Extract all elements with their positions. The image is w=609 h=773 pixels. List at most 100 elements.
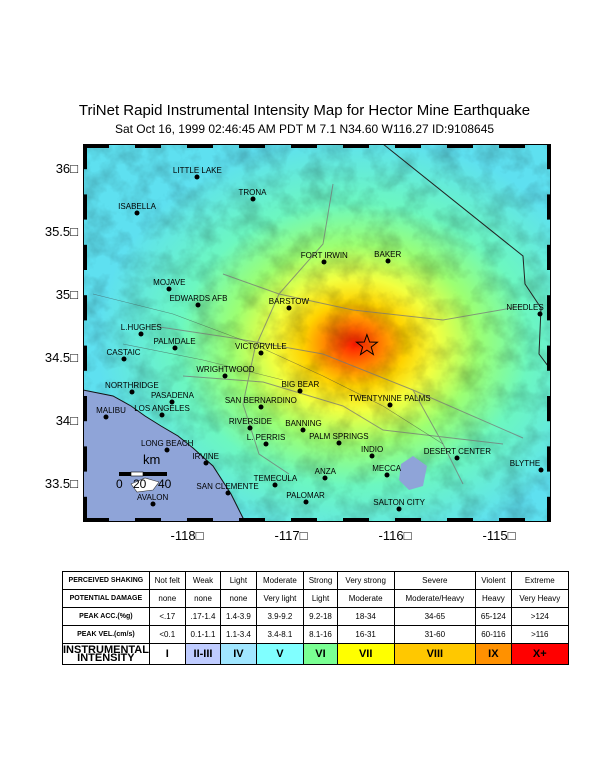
city-label: NEEDLES <box>506 303 544 313</box>
city-label: L. PERRIS <box>246 432 286 442</box>
frame-tick <box>187 144 213 148</box>
city-marker[interactable] <box>454 455 460 461</box>
city-marker[interactable] <box>166 286 172 292</box>
frame-tick <box>547 194 551 220</box>
city-marker[interactable] <box>172 345 178 351</box>
city-label: VICTORVILLE <box>234 342 287 352</box>
city-label: INDIO <box>360 445 384 455</box>
city-marker[interactable] <box>195 302 201 308</box>
legend-row: PEAK ACC.(%g) <.17.17-1.4 1.4-3.9 3.9-9.2 9.… <box>62 607 570 626</box>
intensity-map[interactable]: LITTLE LAKE TRONA ISABELLA BAKER FORT IRWIN M… <box>83 144 551 522</box>
legend-cell: 1.1-3.4 <box>220 625 257 644</box>
city-marker[interactable] <box>164 447 170 453</box>
city-marker[interactable] <box>263 441 269 447</box>
city-label: WRIGHTWOOD <box>196 364 255 374</box>
map-canvas <box>83 144 551 522</box>
event-subtitle: Sat Oct 16, 1999 02:46:45 AM PDT M 7.1 N… <box>114 122 495 136</box>
city-marker[interactable] <box>322 475 328 481</box>
city-marker[interactable] <box>297 388 303 394</box>
longitude-tick-label: -115□ <box>482 528 516 543</box>
city-marker[interactable] <box>150 501 156 507</box>
intensity-swatch: X+ <box>510 643 570 665</box>
frame-tick <box>83 244 87 270</box>
faults <box>92 293 444 445</box>
city-label: IRVINE <box>192 451 219 461</box>
city-marker[interactable] <box>194 174 200 180</box>
city-marker[interactable] <box>222 373 228 379</box>
frame-tick <box>187 518 213 522</box>
city-marker[interactable] <box>250 196 256 202</box>
scale-bar <box>119 471 167 477</box>
city-label: LITTLE LAKE <box>172 165 222 175</box>
city-marker[interactable] <box>134 210 140 216</box>
city-marker[interactable] <box>369 453 375 459</box>
city-marker[interactable] <box>538 467 544 473</box>
frame-tick <box>135 144 161 148</box>
city-marker[interactable] <box>258 404 264 410</box>
intensity-swatch: IX <box>475 643 512 665</box>
city-marker[interactable] <box>300 427 306 433</box>
frame-tick <box>83 144 109 148</box>
legend-row-header: PERCEIVED SHAKING <box>62 571 150 590</box>
map-title: TriNet Rapid Instrumental Intensity Map … <box>78 102 531 119</box>
frame-tick <box>83 194 87 220</box>
legend-cell: <.17 <box>148 607 186 626</box>
latitude-tick-label: 34□ <box>55 413 78 429</box>
city-marker[interactable] <box>258 350 264 356</box>
intensity-swatch: VII <box>336 643 395 665</box>
epicenter-star[interactable] <box>355 333 379 356</box>
city-marker[interactable] <box>203 460 209 466</box>
city-label: ANZA <box>314 466 336 476</box>
frame-tick <box>83 496 87 522</box>
city-marker[interactable] <box>336 440 342 446</box>
intensity-swatch: VI <box>303 643 338 665</box>
legend-row: PERCEIVED SHAKING Not felt Weak Light Modera… <box>62 571 570 590</box>
city-marker[interactable] <box>303 499 309 505</box>
intensity-swatch: I <box>148 643 186 665</box>
city-label: NORTHRIDGE <box>105 381 159 391</box>
legend-cell: 18-34 <box>336 607 395 626</box>
city-marker[interactable] <box>103 414 109 420</box>
legend-cell: 65-124 <box>475 607 512 626</box>
frame-tick <box>343 518 369 522</box>
legend-cell: Moderate <box>255 571 305 590</box>
city-marker[interactable] <box>396 506 402 512</box>
legend-row: PEAK VEL.(cm/s) <0.1 0.1-1.1 1.1-3.4 3.4-8.1… <box>62 625 570 644</box>
city-label: LONG BEACH <box>141 439 194 449</box>
city-label: EDWARDS AFB <box>169 294 228 304</box>
city-marker[interactable] <box>121 356 127 362</box>
coastline <box>83 389 246 522</box>
legend-cell: Light <box>303 589 338 608</box>
legend-cell: 8.1-16 <box>303 625 338 644</box>
city-label: PALOMAR <box>286 490 325 500</box>
city-marker[interactable] <box>129 389 135 395</box>
longitude-tick-label: -118□ <box>170 528 204 543</box>
city-marker[interactable] <box>225 490 231 496</box>
city-marker[interactable] <box>385 258 391 264</box>
legend-cell: Strong <box>303 571 338 590</box>
latitude-tick-label: 36□ <box>55 161 78 177</box>
frame-tick <box>547 446 551 472</box>
frame-tick <box>239 144 265 148</box>
city-marker[interactable] <box>247 425 253 430</box>
city-marker[interactable] <box>159 412 165 418</box>
city-marker[interactable] <box>384 472 390 478</box>
city-marker[interactable] <box>537 311 543 317</box>
city-marker[interactable] <box>286 305 292 311</box>
frame-tick <box>83 518 109 522</box>
city-marker[interactable] <box>138 331 144 337</box>
frame-tick <box>83 295 87 321</box>
legend-cell: 9.2-18 <box>303 607 338 626</box>
city-label: BAKER <box>374 250 402 260</box>
city-label: TEMECULA <box>253 474 298 484</box>
city-marker[interactable] <box>387 402 393 408</box>
frame-tick <box>447 144 473 148</box>
city-marker[interactable] <box>272 482 278 488</box>
legend-cell: Light <box>220 571 257 590</box>
city-marker[interactable] <box>321 259 327 265</box>
frame-tick <box>547 496 551 522</box>
city-label: CASTAIC <box>106 348 141 358</box>
city-marker[interactable] <box>169 399 175 405</box>
catalina-island <box>130 477 160 493</box>
legend-cell: Moderate <box>336 589 395 608</box>
